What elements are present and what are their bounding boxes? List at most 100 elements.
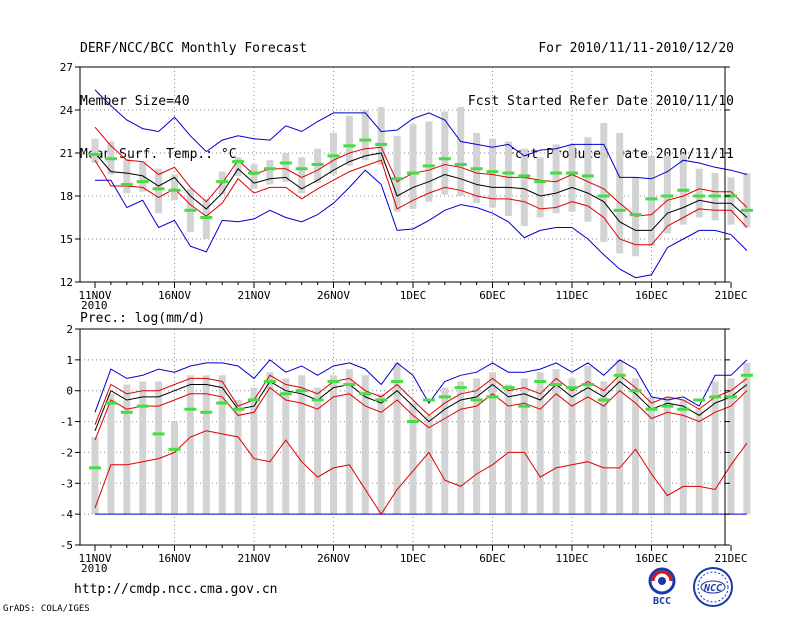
temp-member-mean-mark bbox=[597, 194, 610, 198]
prec-member-mean-mark bbox=[168, 447, 181, 451]
temp-member-mean-mark bbox=[502, 171, 515, 175]
prec-ytick-label: -4 bbox=[60, 508, 74, 521]
prec-range-bar bbox=[91, 437, 99, 515]
temp-range-bar bbox=[441, 111, 449, 195]
temp-range-bar bbox=[552, 144, 560, 214]
prec-member-mean-mark bbox=[740, 373, 753, 377]
prec-xtick-label: 16DEC bbox=[635, 552, 668, 565]
temp-member-mean-mark bbox=[343, 144, 356, 148]
temp-member-mean-mark bbox=[518, 174, 531, 178]
temp-member-mean-mark bbox=[566, 171, 578, 175]
temp-line-ensemble-mean bbox=[94, 152, 748, 231]
temp-xtick-label: 11DEC bbox=[555, 289, 588, 302]
prec-member-mean-mark bbox=[566, 386, 578, 390]
prec-range-bar bbox=[409, 403, 417, 515]
prec-member-mean-mark bbox=[104, 401, 117, 405]
prec-range-bar bbox=[345, 369, 353, 515]
temp-xtick-label: 11NOV bbox=[78, 289, 111, 302]
temp-member-mean-mark bbox=[470, 167, 483, 171]
prec-range-bar bbox=[679, 399, 687, 515]
prec-member-mean-mark bbox=[454, 386, 467, 390]
temp-member-mean-mark bbox=[232, 160, 245, 164]
prec-member-mean-mark bbox=[597, 398, 610, 402]
temp-range-bar bbox=[330, 132, 337, 175]
temp-range-bar bbox=[743, 173, 751, 228]
prec-range-bar bbox=[584, 366, 592, 515]
prec-range-bar bbox=[377, 393, 385, 515]
prec-member-mean-mark bbox=[518, 404, 531, 408]
temp-range-bar bbox=[361, 110, 369, 161]
temp-range-bar bbox=[600, 122, 608, 242]
prec-member-mean-mark bbox=[200, 410, 213, 414]
prec-xtick-label: 21NOV bbox=[237, 552, 270, 565]
temp-range-bar bbox=[171, 174, 178, 201]
temp-range-bar bbox=[298, 157, 306, 194]
prec-line-min bbox=[94, 430, 748, 516]
temp-line-max bbox=[94, 89, 748, 180]
temp-range-bar bbox=[377, 107, 385, 165]
temp-range-bar bbox=[234, 157, 242, 176]
prec-ytick-label: -2 bbox=[60, 446, 73, 459]
prec-range-bar bbox=[441, 387, 449, 515]
prec-member-mean-mark bbox=[693, 398, 706, 402]
prec-member-mean-mark bbox=[152, 432, 165, 436]
temp-range-bar bbox=[520, 148, 528, 227]
temp-member-mean-mark bbox=[200, 216, 213, 219]
prec-range-bar bbox=[155, 381, 163, 515]
temp-line-spread-lower bbox=[94, 159, 748, 246]
temp-member-mean-mark bbox=[104, 157, 117, 161]
temp-xtick-label: 16DEC bbox=[635, 289, 668, 302]
temp-xtick-label: 26NOV bbox=[317, 289, 350, 302]
temp-xtick-label: 6DEC bbox=[479, 289, 506, 302]
temp-member-mean-mark bbox=[89, 152, 101, 156]
temp-range-bar bbox=[695, 168, 703, 218]
header-right: For 2010/11/11-2010/12/20 Fcst Started R… bbox=[468, 9, 734, 184]
temp-member-mean-mark bbox=[152, 187, 165, 191]
prec-ytick-label: -1 bbox=[60, 416, 73, 429]
prec-member-mean-mark bbox=[677, 407, 690, 411]
prec-range-bar bbox=[632, 378, 640, 515]
temp-xtick-label: 16NOV bbox=[158, 289, 191, 302]
prec-range-bar bbox=[536, 372, 544, 515]
temp-member-mean-mark bbox=[550, 171, 563, 175]
prec-member-mean-mark bbox=[89, 466, 101, 470]
temp-range-bar bbox=[393, 135, 401, 212]
prec-member-mean-mark bbox=[645, 407, 658, 411]
prec-member-mean-mark bbox=[216, 401, 229, 405]
prec-panel-title: Prec.: log(mm/d) bbox=[80, 311, 205, 326]
prec-member-mean-mark bbox=[311, 398, 324, 402]
prec-range-bar bbox=[711, 381, 719, 515]
prec-ytick-label: 1 bbox=[66, 354, 73, 367]
temp-member-mean-mark bbox=[327, 154, 340, 158]
prec-member-mean-mark bbox=[613, 373, 626, 377]
prec-member-mean-mark bbox=[709, 395, 722, 399]
ncc-logo: NCC bbox=[693, 567, 733, 607]
prec-range-bar bbox=[425, 415, 433, 515]
prec-range-bar bbox=[552, 369, 560, 515]
prec-ytick-label: 0 bbox=[66, 385, 73, 398]
produced-date: Fcst Produced Date 2010/11/11 bbox=[507, 147, 734, 162]
temp-range-bar bbox=[727, 177, 735, 225]
temp-member-mean-mark bbox=[359, 138, 372, 142]
prec-range-bar bbox=[107, 393, 115, 515]
prec-xtick-label: 6DEC bbox=[479, 552, 506, 565]
ncc-logo-text: NCC bbox=[703, 583, 722, 594]
prec-range-bar bbox=[504, 384, 512, 515]
prec-range-bar bbox=[393, 362, 401, 515]
prec-xtick-label: 26NOV bbox=[317, 552, 350, 565]
prec-xtick-label: 16NOV bbox=[158, 552, 191, 565]
grads-credit: GrADS: COLA/IGES bbox=[3, 604, 90, 614]
prec-xtick-label: 21DEC bbox=[714, 552, 747, 565]
prec-range-bar bbox=[616, 359, 624, 515]
temp-member-mean-mark bbox=[184, 208, 197, 212]
prec-member-mean-mark bbox=[136, 404, 149, 408]
prec-member-mean-mark bbox=[279, 392, 292, 396]
prec-range-bar bbox=[648, 396, 655, 515]
source-url[interactable]: http://cmdp.ncc.cma.gov.cn bbox=[74, 582, 278, 597]
temp-member-mean-mark bbox=[216, 180, 229, 184]
temp-member-mean-mark bbox=[422, 164, 435, 168]
prec-member-mean-mark bbox=[391, 379, 404, 383]
title-product: DERF/NCC/BCC Monthly Forecast bbox=[80, 41, 307, 56]
prec-range-bar bbox=[202, 375, 210, 515]
temp-member-mean-mark bbox=[693, 194, 706, 198]
